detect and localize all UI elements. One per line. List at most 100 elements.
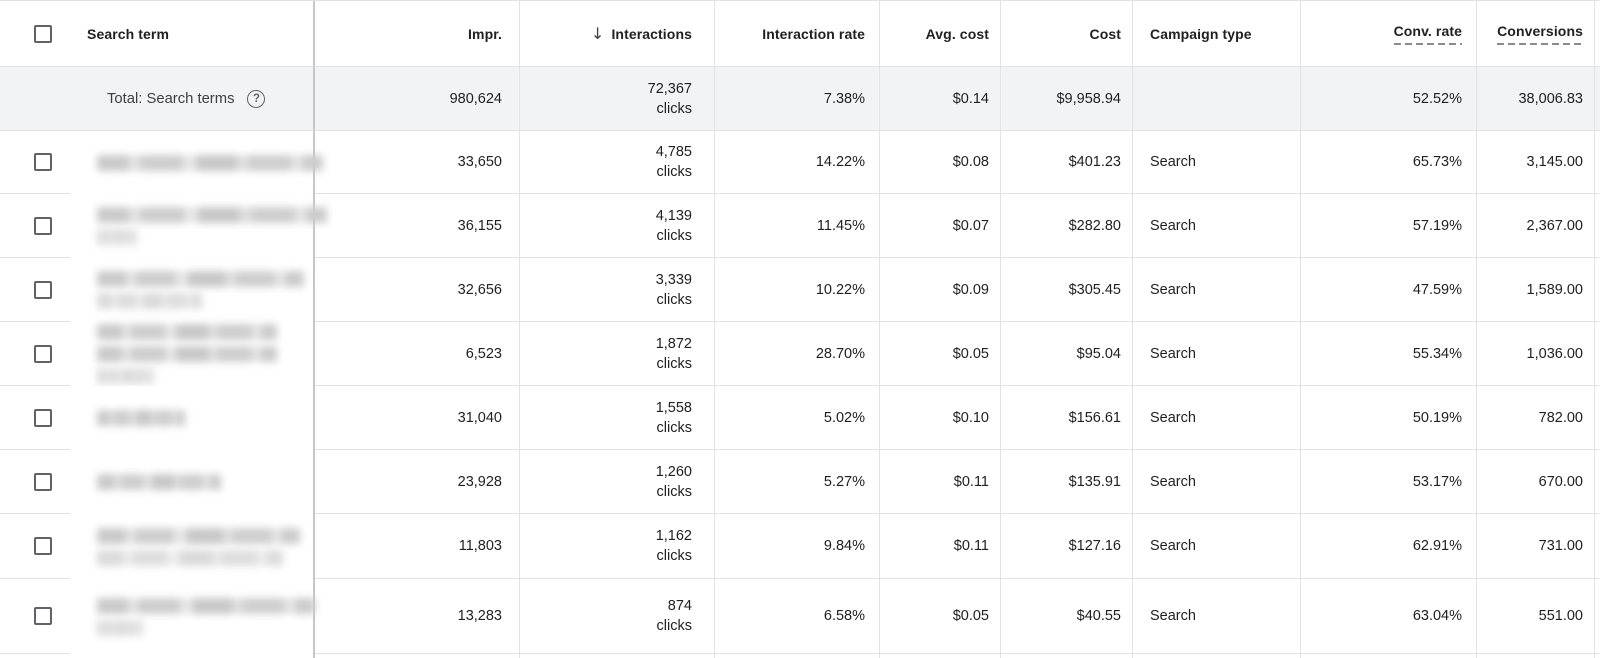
- next-column-sliver: [1595, 450, 1600, 514]
- search-term-cell: [70, 514, 315, 579]
- cost-cell: $135.91: [1001, 450, 1133, 514]
- avg-cost-cell: $0.10: [880, 386, 1001, 450]
- row-checkbox-cell: [0, 450, 70, 514]
- conv-rate-cell: 55.34%: [1301, 322, 1477, 386]
- sliver-cell: [70, 654, 315, 658]
- impressions-cell: 31,040: [315, 386, 520, 450]
- sliver-cell: [1133, 654, 1301, 658]
- row-checkbox[interactable]: [34, 472, 52, 491]
- select-all-checkbox[interactable]: [34, 24, 52, 43]
- impressions-cell: 36,155: [315, 194, 520, 258]
- conversions-cell: 1,036.00: [1477, 322, 1595, 386]
- column-header-impressions[interactable]: Impr.: [315, 1, 520, 67]
- row-checkbox-cell: [0, 514, 70, 579]
- interactions-value: 4,785: [655, 144, 692, 160]
- interaction-rate-cell: 10.22%: [715, 258, 880, 322]
- cutoff-row-sliver: [0, 654, 1600, 658]
- column-header-interactions[interactable]: ↓ Interactions: [520, 1, 715, 67]
- interaction-rate-cell: 6.58%: [715, 579, 880, 654]
- interaction-rate-cell: 5.27%: [715, 450, 880, 514]
- sliver-cell: [1301, 654, 1477, 658]
- column-header-conv-rate[interactable]: Conv. rate: [1301, 1, 1477, 67]
- total-campaign-type: [1133, 67, 1301, 131]
- redacted-search-term: [87, 527, 313, 566]
- avg-cost-cell: $0.11: [880, 450, 1001, 514]
- interactions-unit: clicks: [656, 618, 692, 634]
- column-header-cost[interactable]: Cost: [1001, 1, 1133, 67]
- interactions-cell: 1,872 clicks: [520, 322, 715, 386]
- campaign-type-cell: Search: [1133, 450, 1301, 514]
- totals-row: Total: Search terms ? 980,624 72,367 cli…: [0, 67, 1600, 131]
- campaign-type-cell: Search: [1133, 194, 1301, 258]
- column-header-avg-cost[interactable]: Avg. cost: [880, 1, 1001, 67]
- campaign-type-cell: Search: [1133, 258, 1301, 322]
- row-checkbox[interactable]: [34, 537, 52, 555]
- search-term-cell: [70, 131, 323, 194]
- conversions-cell: 1,589.00: [1477, 258, 1595, 322]
- column-header-label: Cost: [1089, 25, 1121, 42]
- impressions-cell: 23,928: [315, 450, 520, 514]
- column-header-label: Avg. cost: [925, 25, 989, 42]
- total-interaction-rate: 7.38%: [715, 67, 880, 131]
- conv-rate-cell: 50.19%: [1301, 386, 1477, 450]
- campaign-type-cell: Search: [1133, 514, 1301, 579]
- column-header-label: Search term: [87, 25, 170, 42]
- interaction-rate-cell: 5.02%: [715, 386, 880, 450]
- sliver-cell: [715, 654, 880, 658]
- interactions-unit: clicks: [656, 291, 692, 308]
- table-row: 31,040 1,558 clicks 5.02% $0.10 $156.61 S…: [0, 386, 1600, 450]
- column-header-campaign-type[interactable]: Campaign type: [1133, 1, 1301, 67]
- interactions-unit: clicks: [656, 227, 692, 244]
- interactions-value: 1,162: [655, 528, 692, 544]
- row-checkbox[interactable]: [34, 153, 52, 171]
- next-column-sliver: [1595, 131, 1600, 194]
- column-header-search-term[interactable]: Search term: [70, 1, 315, 67]
- conv-rate-cell: 53.17%: [1301, 450, 1477, 514]
- sliver-cell: [1001, 654, 1133, 658]
- help-icon[interactable]: ?: [247, 89, 266, 108]
- redacted-search-term: [87, 324, 313, 384]
- row-checkbox-cell: [0, 258, 70, 322]
- interactions-value: 1,872: [655, 335, 692, 352]
- interactions-value: 3,339: [655, 271, 692, 288]
- row-checkbox-cell: [0, 322, 70, 386]
- interactions-unit: clicks: [656, 355, 692, 372]
- next-column-sliver: [1595, 386, 1600, 450]
- total-avg-cost: $0.14: [880, 67, 1001, 131]
- table-header-row: Search term Impr. ↓ Interactions Interac…: [0, 1, 1600, 67]
- redacted-search-term: [87, 597, 315, 636]
- interactions-cell: 1,260 clicks: [520, 450, 715, 514]
- impressions-cell: 13,283: [315, 579, 520, 654]
- row-checkbox-cell: [0, 194, 70, 258]
- interactions-cell: 1,162 clicks: [520, 514, 715, 579]
- row-checkbox[interactable]: [34, 280, 52, 299]
- cost-cell: $401.23: [1001, 131, 1133, 194]
- conv-rate-cell: 63.04%: [1301, 579, 1477, 654]
- conv-rate-cell: 47.59%: [1301, 258, 1477, 322]
- row-checkbox-cell: [0, 131, 70, 194]
- table-row: 13,283 874 clicks 6.58% $0.05 $40.55 Sear…: [0, 579, 1600, 654]
- avg-cost-cell: $0.05: [880, 322, 1001, 386]
- column-header-conversions[interactable]: Conversions: [1477, 1, 1595, 67]
- column-header-label: Campaign type: [1150, 25, 1252, 42]
- total-cost: $9,958.94: [1001, 67, 1133, 131]
- redacted-search-term: [87, 410, 313, 426]
- impressions-cell: 32,656: [315, 258, 520, 322]
- row-checkbox[interactable]: [34, 408, 52, 427]
- avg-cost-cell: $0.07: [880, 194, 1001, 258]
- row-checkbox[interactable]: [34, 607, 52, 625]
- column-header-label: Interaction rate: [762, 25, 865, 42]
- interactions-cell: 1,558 clicks: [520, 386, 715, 450]
- cost-cell: $95.04: [1001, 322, 1133, 386]
- row-checkbox[interactable]: [34, 344, 52, 363]
- interactions-value: 1,260: [655, 463, 692, 480]
- campaign-type-cell: Search: [1133, 131, 1301, 194]
- total-interactions-unit: clicks: [656, 100, 692, 117]
- interactions-unit: clicks: [656, 548, 692, 564]
- row-checkbox[interactable]: [34, 216, 52, 235]
- column-header-interaction-rate[interactable]: Interaction rate: [715, 1, 880, 67]
- sliver-cell: [0, 654, 70, 658]
- next-column-sliver: [1595, 322, 1600, 386]
- avg-cost-cell: $0.08: [880, 131, 1001, 194]
